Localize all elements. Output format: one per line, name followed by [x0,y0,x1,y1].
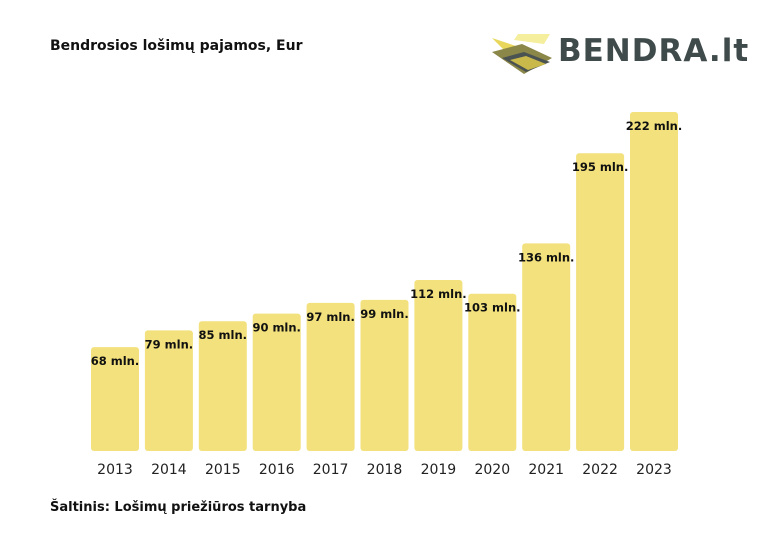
x-tick-2019: 2019 [421,462,457,478]
data-label-2022: 195 mln. [572,160,629,174]
bendra-logo: BENDRA.lt [492,30,748,78]
x-tick-2017: 2017 [313,462,349,478]
data-label-2014: 79 mln. [145,337,194,351]
data-label-2013: 68 mln. [91,354,140,368]
data-label-2019: 112 mln. [410,287,467,301]
x-tick-2023: 2023 [636,462,672,478]
x-tick-2018: 2018 [367,462,403,478]
x-tick-2021: 2021 [528,462,564,478]
bendra-logo-icon [492,34,552,74]
data-label-2018: 99 mln. [360,307,409,321]
bar-2016 [252,313,301,451]
data-label-2021: 136 mln. [518,250,575,264]
bar-2018 [360,299,409,451]
bar-2017 [306,302,355,451]
x-tick-2015: 2015 [205,462,241,478]
x-tick-2022: 2022 [582,462,618,478]
data-label-2017: 97 mln. [306,310,355,324]
bar-2021 [522,243,571,451]
bar-2022 [576,153,625,451]
data-label-2020: 103 mln. [464,301,521,315]
bar-2020 [468,293,517,451]
chart-title: Bendrosios lošimų pajamos, Eur [50,38,303,54]
data-label-2023: 222 mln. [626,119,683,133]
source-note: Šaltinis: Lošimų priežiūros tarnyba [50,500,307,515]
bar-2014 [144,330,193,451]
bar-2023 [630,112,678,451]
data-label-2015: 85 mln. [199,328,248,342]
x-tick-2016: 2016 [259,462,295,478]
x-tick-2014: 2014 [151,462,187,478]
bar-2013 [91,347,139,451]
x-tick-2020: 2020 [474,462,510,478]
bar-2019 [414,279,463,451]
bar-2015 [198,321,247,451]
logo-wordmark: BENDRA.lt [558,33,750,69]
x-tick-2013: 2013 [97,462,133,478]
data-label-2016: 90 mln. [252,321,301,335]
